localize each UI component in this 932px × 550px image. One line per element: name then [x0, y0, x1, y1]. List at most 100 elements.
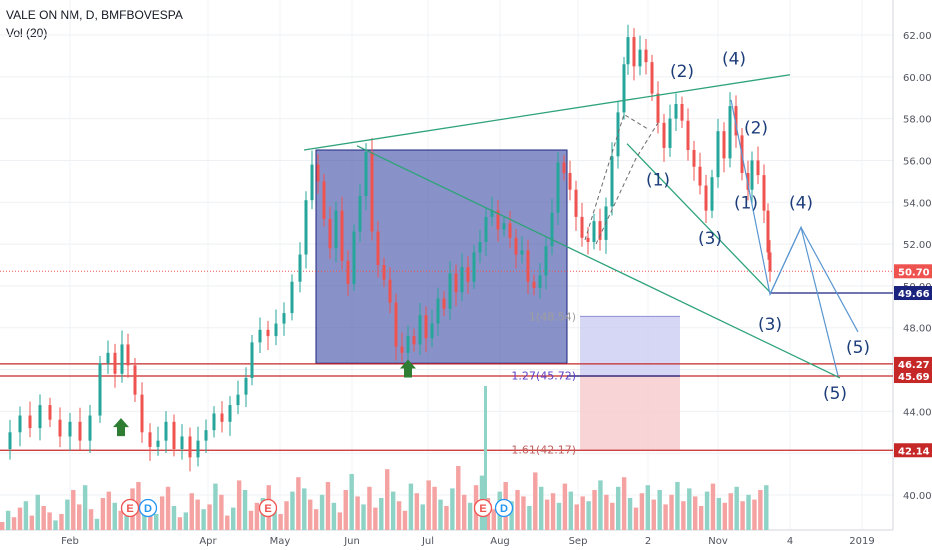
- volume-bar: [112, 502, 117, 530]
- volume-bar: [118, 510, 123, 530]
- candle-body: [133, 365, 137, 395]
- candle-body: [686, 120, 690, 150]
- volume-bar: [373, 507, 378, 530]
- volume-bar: [669, 494, 674, 530]
- candle-body: [334, 210, 338, 249]
- candle-body: [322, 181, 326, 219]
- volume-bar: [645, 485, 651, 530]
- volume-bar: [693, 496, 698, 530]
- volume-bar: [77, 504, 82, 530]
- price-tag: [894, 286, 932, 301]
- volume-bar: [710, 483, 716, 530]
- candle-body: [574, 189, 578, 217]
- x-tick-label: Apr: [199, 536, 217, 547]
- volume-bar: [189, 493, 194, 530]
- candle-body: [472, 252, 476, 282]
- wave-label: (2): [670, 62, 694, 82]
- candle-body: [644, 49, 648, 63]
- volume-bar: [444, 506, 449, 530]
- fib-zone-upper: [580, 316, 680, 376]
- candle-body: [668, 118, 672, 148]
- wave-label: (3): [698, 229, 722, 249]
- wave-label: (2): [744, 118, 768, 138]
- fib-label: 1.61(42.17): [511, 444, 576, 457]
- candle-body: [586, 237, 590, 242]
- volume-bar: [722, 502, 728, 530]
- volume-bar: [284, 501, 289, 530]
- volume-bar: [562, 483, 568, 530]
- candle-body: [598, 221, 602, 240]
- volume-bar: [29, 515, 35, 530]
- volume-bar: [574, 504, 579, 530]
- volume-bar: [325, 482, 331, 530]
- event-marker-letter: D: [144, 503, 152, 515]
- volume-bar: [521, 496, 526, 530]
- candle-body: [164, 421, 168, 441]
- wave-label: (3): [758, 315, 782, 335]
- candle-body: [592, 221, 596, 242]
- x-tick-label: Feb: [61, 536, 79, 547]
- volume-bar: [59, 514, 64, 530]
- wave-label: (1): [734, 194, 758, 214]
- fib-label: 1(48.54): [529, 310, 576, 323]
- fib-labels: 1(48.54) 1.27(45.72) 1.61(42.17): [511, 310, 576, 456]
- event-marker-letter: D: [500, 503, 508, 515]
- candle-body: [490, 210, 494, 217]
- candle-body: [196, 440, 200, 458]
- candle-body: [508, 223, 512, 238]
- fib-zone: [580, 315, 680, 450]
- volume-bar: [82, 485, 88, 530]
- volume-bar: [456, 466, 461, 530]
- candle-body: [68, 421, 72, 437]
- volume-bar: [467, 502, 473, 530]
- volume-bar: [225, 515, 230, 530]
- volume-bar: [319, 494, 325, 530]
- volume-bar: [604, 494, 609, 530]
- volume-bar: [195, 499, 200, 530]
- candle-body: [412, 336, 416, 345]
- candle-body: [180, 436, 184, 449]
- volume-bar: [5, 510, 11, 530]
- candle-body: [442, 298, 446, 309]
- candle-body: [562, 162, 566, 173]
- candle-body: [228, 405, 232, 422]
- volume-bar: [201, 509, 206, 530]
- candle-body: [352, 231, 356, 284]
- candle-body: [610, 156, 614, 207]
- candle-body: [762, 175, 766, 211]
- candle-body: [48, 405, 52, 420]
- volume-bar: [385, 469, 390, 530]
- volume-bar: [509, 501, 514, 530]
- candle-body: [692, 150, 696, 167]
- volume-bar: [207, 504, 212, 530]
- candle-body: [580, 216, 584, 238]
- wave-label: (1): [646, 171, 670, 191]
- event-marker-letter: E: [126, 503, 133, 515]
- volume-bar: [100, 498, 106, 530]
- volume-bar: [657, 490, 662, 530]
- price-tag: [894, 443, 932, 458]
- wave-dash: [595, 122, 659, 245]
- chart-grid: [0, 0, 894, 531]
- volume-bar: [94, 518, 100, 530]
- candle-body: [274, 323, 278, 337]
- volume-bar: [556, 502, 562, 530]
- volume-bar: [213, 483, 218, 530]
- volume-bar: [539, 486, 544, 530]
- volume-bar: [0, 522, 5, 530]
- volume-bar: [687, 488, 692, 530]
- volume-bar: [17, 507, 23, 530]
- volume-bar: [47, 512, 52, 530]
- candle-body: [400, 346, 404, 353]
- candle-body: [768, 252, 772, 272]
- volume-bar: [35, 494, 40, 530]
- volume-bar: [610, 502, 615, 530]
- elliott-wave-labels: (1) (2) (3) (4) (2) (1) (4) (3) (5) (5): [646, 49, 870, 404]
- candle-body: [734, 106, 738, 136]
- candle-body: [282, 313, 286, 324]
- volume-bar: [592, 490, 597, 530]
- candle-body: [460, 267, 464, 293]
- volume-bar: [527, 506, 532, 530]
